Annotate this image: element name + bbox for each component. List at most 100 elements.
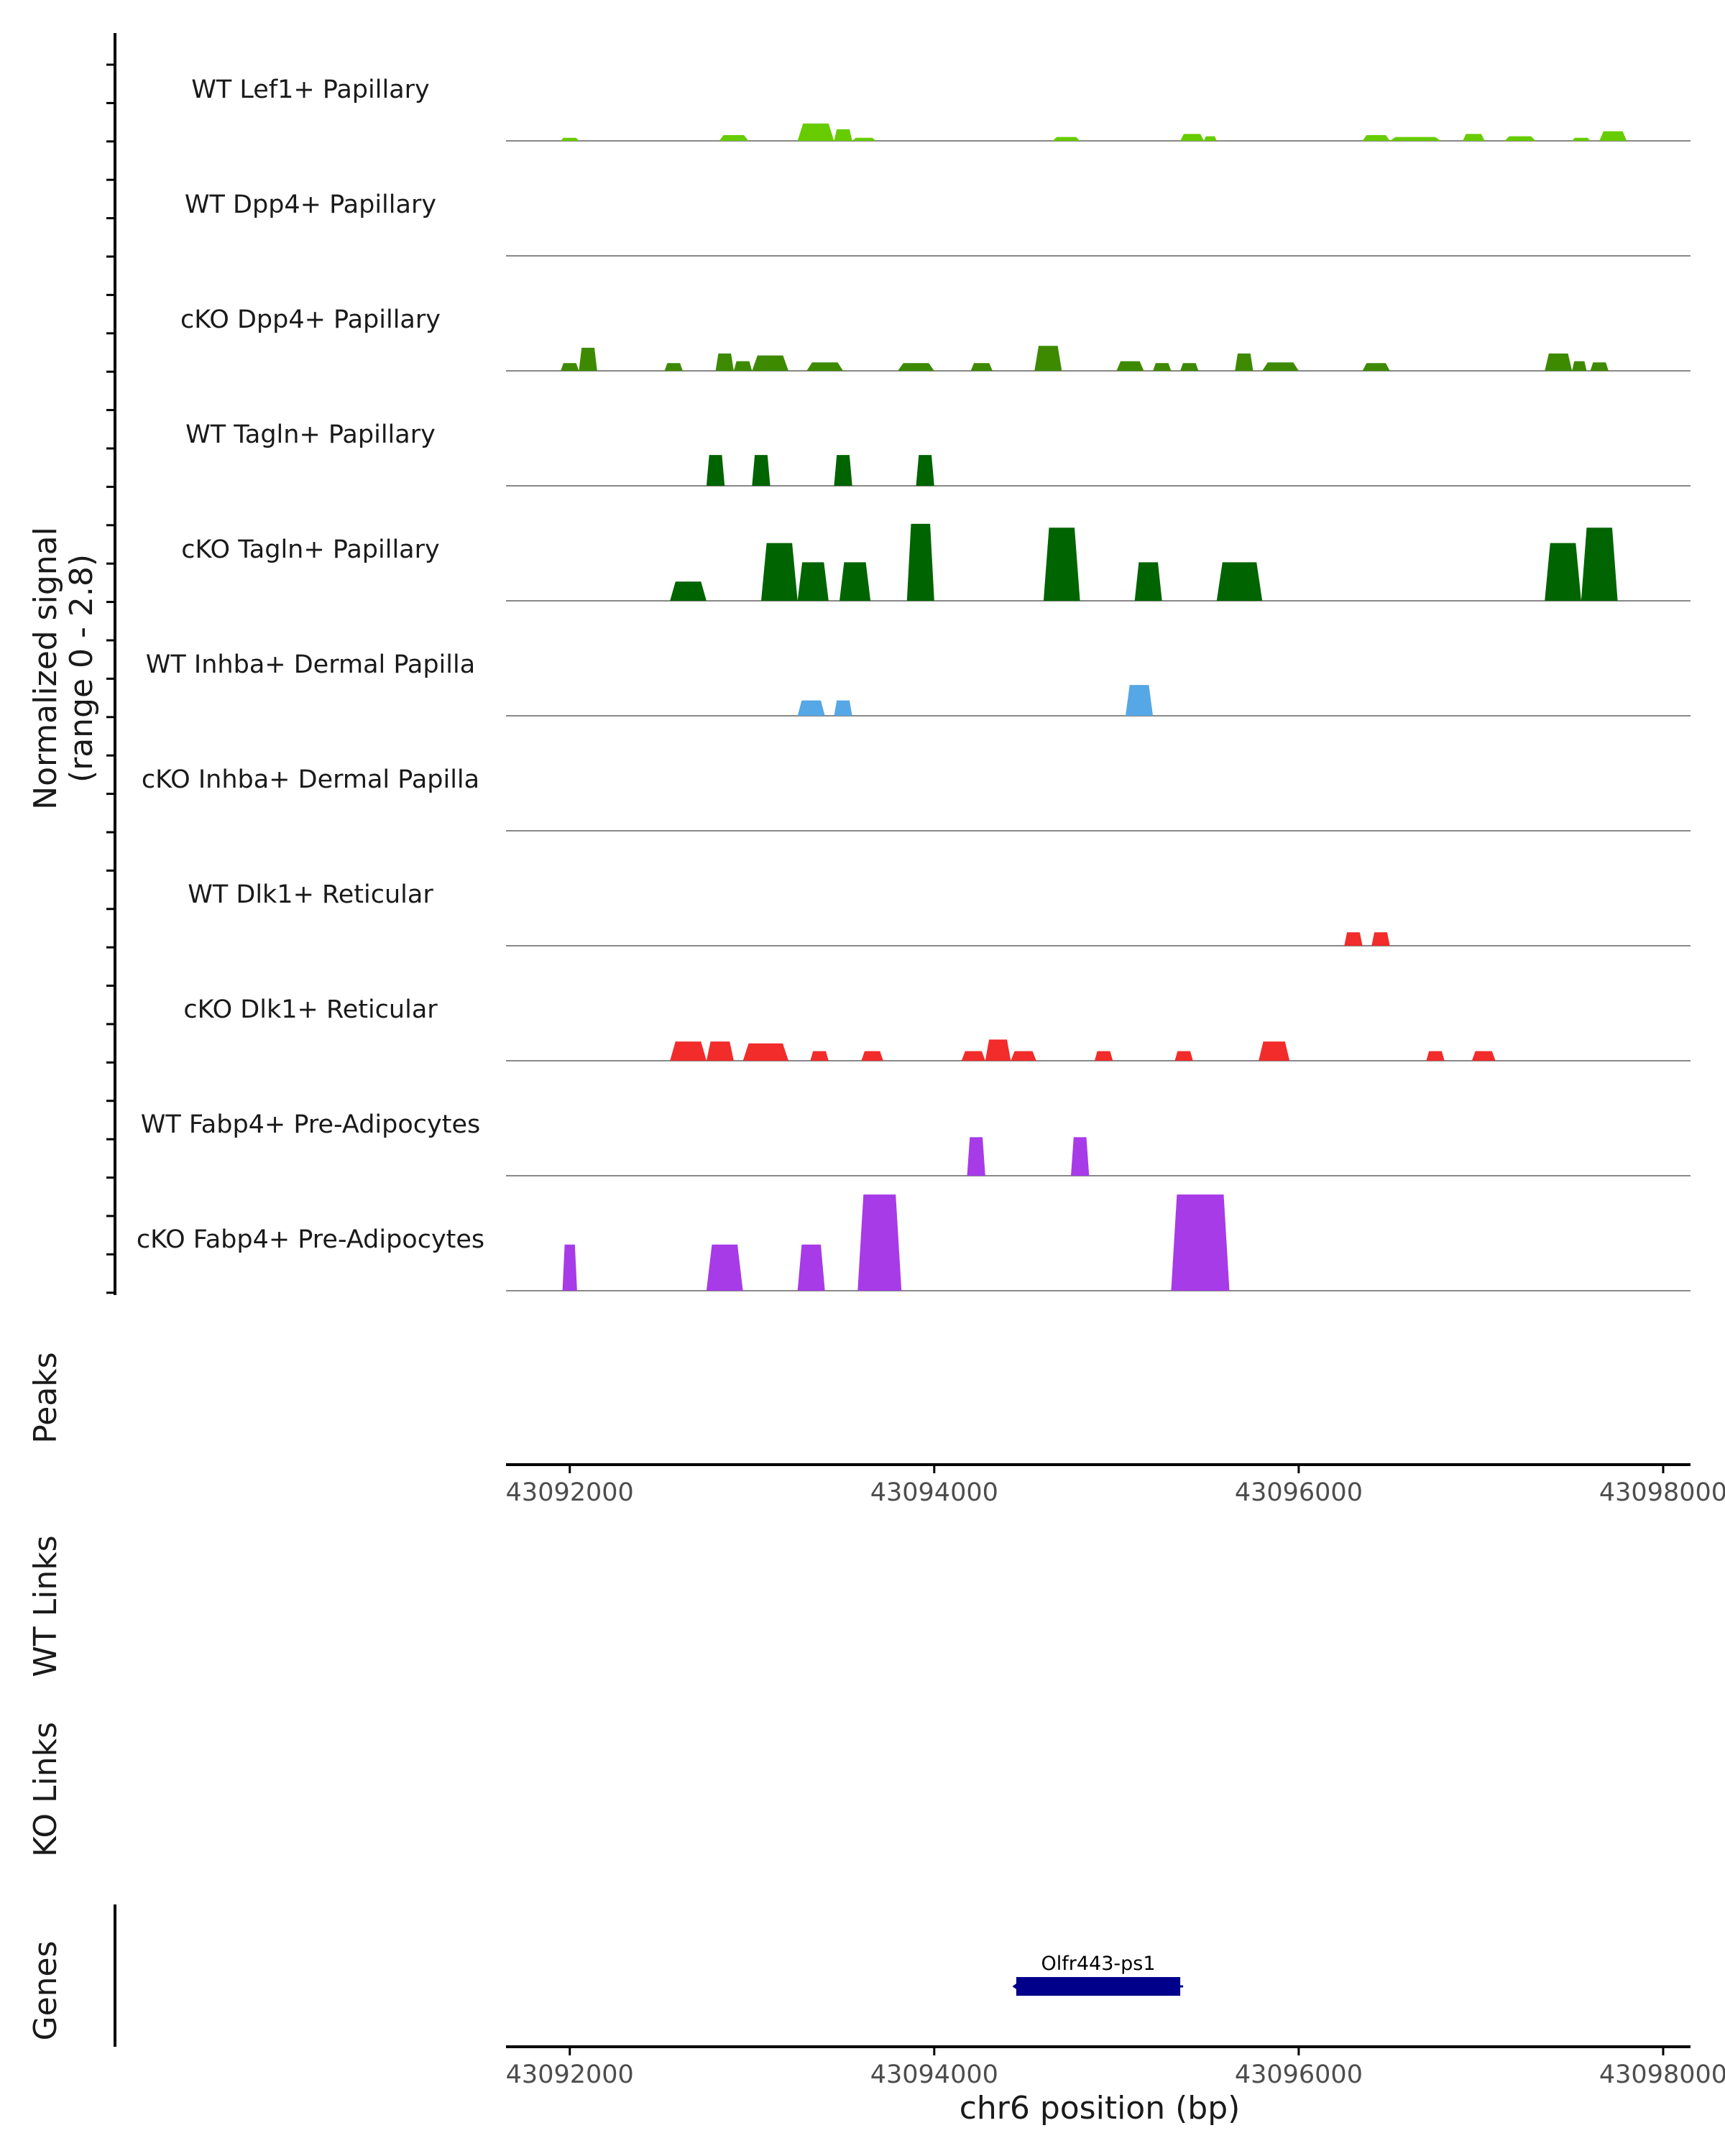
signal-peak bbox=[1426, 1051, 1445, 1061]
signal-peak bbox=[852, 137, 876, 141]
gene-label: Olfr443-ps1 bbox=[1041, 1953, 1155, 1975]
signal-peak bbox=[1590, 362, 1609, 371]
signal-peak bbox=[670, 1041, 707, 1061]
signal-peak bbox=[1259, 1041, 1290, 1061]
signal-peak bbox=[1094, 1051, 1113, 1061]
track-9: WT Fabp4+ Pre-Adipocytes bbox=[141, 1110, 1690, 1176]
signal-peak bbox=[1034, 346, 1062, 371]
x-tick-label: 43092000 bbox=[506, 2060, 634, 2089]
track-1: WT Dpp4+ Papillary bbox=[185, 190, 1690, 257]
signal-peak bbox=[719, 135, 749, 141]
wt-links-track-label: WT Links bbox=[27, 1535, 64, 1677]
track-0: WT Lef1+ Papillary bbox=[191, 75, 1690, 142]
signal-peak bbox=[742, 1043, 788, 1061]
y-axis-title-line2: (range 0 - 2.8) bbox=[63, 554, 100, 783]
signal-peak bbox=[797, 562, 829, 601]
signal-peak bbox=[797, 1244, 825, 1291]
track-label: WT Lef1+ Papillary bbox=[191, 75, 430, 104]
track-label: cKO Fabp4+ Pre-Adipocytes bbox=[137, 1225, 484, 1254]
track-8: cKO Dlk1+ Reticular bbox=[183, 995, 1690, 1061]
genes-x-axis: 43092000 43094000 43096000 43098000 bbox=[506, 2045, 1725, 2089]
signal-peak bbox=[561, 137, 579, 141]
x-tick-label: 43098000 bbox=[1599, 1478, 1725, 1507]
track-label: WT Inhba+ Dermal Papilla bbox=[146, 650, 475, 679]
signal-peak bbox=[1572, 137, 1591, 141]
signal-peak bbox=[1052, 137, 1080, 141]
signal-peak bbox=[715, 353, 734, 371]
signal-peak bbox=[1389, 137, 1441, 141]
coverage-tracks: WT Lef1+ Papillary WT Dpp4+ Papillary cKO … bbox=[137, 75, 1690, 1291]
track-7: WT Dlk1+ Reticular bbox=[188, 880, 1690, 946]
signal-peak bbox=[861, 1051, 883, 1061]
x-tick-label: 43094000 bbox=[870, 2060, 998, 2089]
signal-peak bbox=[916, 455, 934, 486]
track-label: cKO Inhba+ Dermal Papilla bbox=[142, 765, 479, 794]
signal-peak bbox=[834, 129, 852, 141]
signal-peak bbox=[1599, 131, 1627, 141]
signal-peak bbox=[664, 363, 683, 371]
signal-peak bbox=[1180, 363, 1199, 371]
signal-peak bbox=[857, 1194, 902, 1291]
track-4: cKO Tagln+ Papillary bbox=[181, 523, 1690, 602]
track-label: WT Dlk1+ Reticular bbox=[188, 880, 433, 909]
signal-peak bbox=[1344, 932, 1363, 946]
signal-peak bbox=[1011, 1051, 1036, 1061]
x-axis-title: chr6 position (bp) bbox=[960, 2090, 1241, 2127]
signal-peak bbox=[1204, 136, 1217, 141]
signal-peak bbox=[1262, 362, 1299, 371]
signal-peak bbox=[906, 523, 934, 601]
signal-peak bbox=[733, 361, 753, 371]
signal-peak bbox=[1572, 361, 1587, 371]
coverage-y-axis bbox=[106, 33, 116, 1295]
signal-peak bbox=[1171, 1194, 1230, 1291]
signal-peak bbox=[1216, 562, 1263, 601]
gene-track: Olfr443-ps1 bbox=[1012, 1953, 1184, 1996]
signal-peak bbox=[1371, 932, 1390, 946]
signal-peak bbox=[1235, 353, 1254, 371]
signal-peak bbox=[1362, 135, 1390, 141]
signal-peak bbox=[579, 347, 597, 371]
signal-peak bbox=[1180, 134, 1205, 141]
signal-peak bbox=[810, 1051, 829, 1061]
signal-peak bbox=[1545, 543, 1581, 601]
signal-peak bbox=[752, 455, 770, 486]
signal-peak bbox=[1116, 361, 1144, 371]
signal-peak bbox=[840, 562, 871, 601]
track-5: WT Inhba+ Dermal Papilla bbox=[146, 650, 1690, 717]
track-label: cKO Dlk1+ Reticular bbox=[183, 995, 438, 1024]
signal-peak bbox=[898, 363, 934, 371]
signal-peak bbox=[1071, 1137, 1090, 1176]
signal-peak bbox=[670, 581, 707, 601]
peaks-track-label: Peaks bbox=[27, 1352, 64, 1443]
x-tick-label: 43096000 bbox=[1235, 2060, 1363, 2089]
signal-peak bbox=[1471, 1051, 1496, 1061]
x-tick-label: 43098000 bbox=[1599, 2060, 1725, 2089]
track-label: WT Dpp4+ Papillary bbox=[185, 190, 436, 219]
signal-peak bbox=[561, 363, 579, 371]
track-label: WT Fabp4+ Pre-Adipocytes bbox=[141, 1110, 480, 1139]
peaks-x-axis: 43092000 43094000 43096000 43098000 bbox=[506, 1463, 1725, 1507]
gene-Olfr443-ps1: Olfr443-ps1 bbox=[1012, 1953, 1184, 1996]
signal-peak bbox=[761, 543, 798, 601]
signal-peak bbox=[797, 700, 825, 716]
x-tick-label: 43096000 bbox=[1235, 1478, 1363, 1507]
ko-links-track-label: KO Links bbox=[27, 1722, 64, 1857]
signal-peak bbox=[806, 362, 843, 371]
signal-peak bbox=[706, 455, 725, 486]
signal-peak bbox=[706, 1041, 734, 1061]
signal-peak bbox=[1126, 685, 1154, 716]
signal-peak bbox=[1043, 528, 1080, 601]
signal-peak bbox=[797, 123, 834, 141]
track-label: cKO Dpp4+ Papillary bbox=[180, 305, 441, 334]
track-10: cKO Fabp4+ Pre-Adipocytes bbox=[137, 1194, 1690, 1291]
signal-peak bbox=[967, 1137, 985, 1176]
track-3: WT Tagln+ Papillary bbox=[185, 420, 1690, 487]
signal-peak bbox=[1153, 363, 1172, 371]
signal-peak bbox=[834, 455, 852, 486]
signal-peak bbox=[1174, 1051, 1193, 1061]
signal-peak bbox=[706, 1244, 743, 1291]
signal-peak bbox=[985, 1039, 1011, 1061]
track-6: cKO Inhba+ Dermal Papilla bbox=[142, 765, 1690, 831]
x-tick-label: 43094000 bbox=[870, 1478, 998, 1507]
